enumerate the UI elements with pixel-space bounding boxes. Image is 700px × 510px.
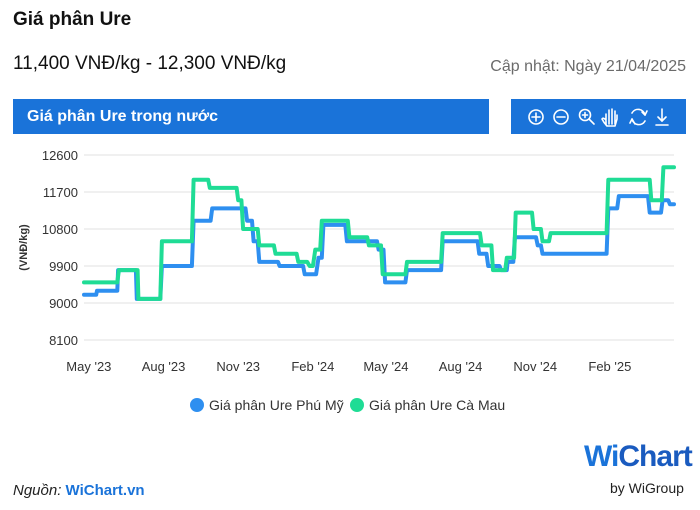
source-link[interactable]: WiChart.vn — [65, 482, 145, 499]
source-note: Nguồn: WiChart.vn — [13, 482, 145, 499]
legend-item[interactable]: Giá phân Ure Phú Mỹ — [190, 397, 344, 413]
logo-chart: Chart — [618, 440, 692, 473]
zoom-select-icon[interactable] — [578, 108, 595, 125]
source-prefix: Nguồn: — [13, 482, 66, 499]
logo-wi: Wi — [584, 440, 619, 473]
zoom-out-icon[interactable] — [553, 109, 569, 125]
x-tick-label: Aug '24 — [439, 359, 483, 374]
pan-hand-icon[interactable] — [601, 108, 618, 127]
y-tick-label: 9900 — [49, 259, 78, 274]
y-tick-label: 9000 — [49, 296, 78, 311]
chart-banner-label: Giá phân Ure trong nước — [27, 108, 218, 125]
x-tick-label: May '23 — [66, 359, 111, 374]
x-tick-label: Feb '25 — [588, 359, 631, 374]
legend-item[interactable]: Giá phân Ure Cà Mau — [350, 397, 505, 413]
page-title: Giá phân Ure — [13, 9, 132, 30]
legend-marker — [190, 398, 204, 412]
series-line-ca-mau — [82, 165, 676, 301]
updated-date: Cập nhật: Ngày 21/04/2025 — [490, 58, 686, 75]
download-icon[interactable] — [655, 108, 669, 126]
x-tick-label: May '24 — [363, 359, 408, 374]
chart-banner: Giá phân Ure trong nước — [13, 99, 489, 134]
price-range: 11,400 VNĐ/kg - 12,300 VNĐ/kg — [13, 53, 287, 74]
legend-marker — [350, 398, 364, 412]
x-tick-label: Nov '24 — [513, 359, 557, 374]
chart-toolbar — [511, 99, 686, 134]
x-tick-label: Feb '24 — [291, 359, 334, 374]
price-chart: 8100 9000 9900 10800 11700 12600 (VNĐ/kg) May '… — [18, 148, 676, 413]
logo-byline: by WiGroup — [610, 480, 684, 496]
zoom-in-icon[interactable] — [528, 109, 544, 125]
y-tick-label: 12600 — [42, 148, 78, 163]
x-tick-label: Aug '23 — [142, 359, 186, 374]
reset-icon[interactable] — [629, 108, 648, 126]
series-line-phu-my — [82, 194, 676, 301]
x-tick-label: Nov '23 — [216, 359, 260, 374]
y-tick-label: 10800 — [42, 222, 78, 237]
wichart-logo: WiChart by WiGroup — [580, 440, 693, 500]
legend-label: Giá phân Ure Cà Mau — [369, 397, 505, 413]
y-tick-label: 11700 — [43, 185, 78, 200]
y-axis-label: (VNĐ/kg) — [18, 224, 30, 271]
y-tick-label: 8100 — [49, 333, 78, 348]
legend-label: Giá phân Ure Phú Mỹ — [209, 397, 344, 413]
